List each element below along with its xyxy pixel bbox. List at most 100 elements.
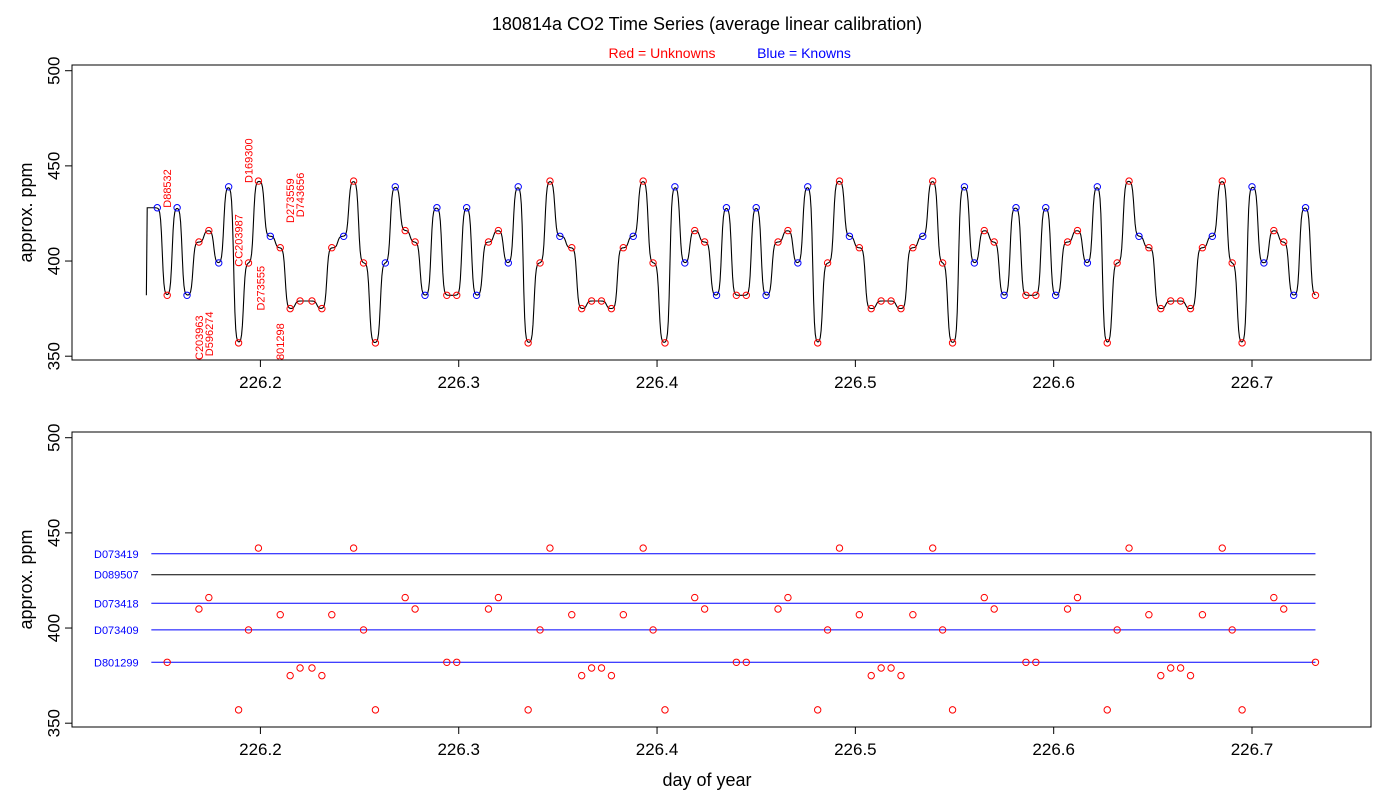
plot-frame [71,64,1372,361]
unknown-point [494,593,503,602]
unknown-point [1145,244,1153,252]
unknown-point [1073,593,1082,602]
unknown-point [1103,706,1111,714]
reference-line-label: D801299 [94,657,139,669]
unknown-point [990,238,998,246]
unknown-point [276,611,284,619]
unknown-point [1022,658,1030,666]
unknown-point [234,339,243,347]
unknown-point [1157,671,1165,680]
unknown-point [1218,544,1226,552]
unknown-point [587,664,596,672]
y-tick-label: 450 [44,152,63,180]
x-tick-label: 226.2 [239,740,282,759]
sample-annotation: D273559 [285,178,297,223]
unknown-point [371,339,380,347]
unknown-point [990,605,998,613]
unknown-point [1270,226,1278,235]
unknown-point [1125,177,1133,185]
unknown-point [349,544,358,552]
known-point [1248,183,1256,191]
unknown-point [568,244,576,252]
unknown-point [276,244,284,252]
plot-frame [71,431,1372,728]
unknown-point [813,706,822,714]
unknown-point [244,626,253,634]
unknown-point [205,593,213,602]
unknown-point [897,304,905,313]
x-tick-label: 226.3 [437,373,480,392]
unknown-point [1311,291,1320,299]
legend-unknowns: Red = Unknowns [608,45,715,61]
unknown-point [1238,339,1246,347]
unknown-point [1157,304,1165,313]
unknown-point [691,226,699,235]
known-point [266,232,275,240]
known-point [1083,259,1092,267]
reference-line-label: D073419 [94,549,139,561]
unknown-point [823,626,832,634]
unknown-point [308,297,316,305]
unknown-point [1032,291,1040,299]
known-point [1042,204,1050,212]
unknown-point [536,259,544,267]
unknown-point [607,671,616,680]
unknown-point [254,177,263,185]
unknown-point [1228,259,1236,267]
known-point [752,204,760,212]
sample-annotation: D743656 [295,173,307,218]
known-point [804,183,812,191]
unknown-point [597,664,606,672]
known-point [514,183,522,191]
reference-line-label: D089507 [94,570,139,582]
unknown-point [577,304,586,313]
known-point [153,204,161,212]
known-point [173,204,181,212]
unknown-point [1073,226,1082,235]
unknown-point [1145,611,1153,619]
known-point [472,291,481,299]
unknown-point [401,593,409,602]
unknown-point [205,226,213,235]
unknown-point [1176,297,1185,305]
unknown-point [1280,238,1288,246]
unknown-point [649,626,657,634]
unknown-point [546,544,554,552]
known-point [970,259,979,267]
unknown-point [296,664,304,672]
unknown-point [163,291,171,299]
known-point [1301,204,1310,212]
unknown-point [661,706,669,714]
unknown-point [1063,238,1072,246]
unknown-point [700,605,709,613]
unknown-point [296,297,304,305]
unknown-point [823,259,832,267]
unknown-point [1063,605,1072,613]
known-point [339,232,348,240]
unknown-point [411,605,419,613]
sample-annotation: D596274 [204,312,216,357]
known-point [183,291,191,299]
unknown-point [254,544,263,552]
x-tick-label: 226.2 [239,373,282,392]
known-point [845,232,854,240]
y-tick-label: 400 [44,247,63,275]
unknown-point [359,259,368,267]
unknown-point [938,626,947,634]
unknown-point [568,611,576,619]
co2-trace-line [145,180,1316,344]
unknown-point [649,259,657,267]
unknown-point [524,339,532,347]
unknown-point [1186,304,1195,313]
figure-title: 180814a CO2 Time Series (average linear … [492,14,922,34]
known-point [433,204,441,212]
unknown-point [286,671,294,680]
unknown-point [286,304,294,313]
unknown-point [732,658,741,666]
x-tick-label: 226.4 [636,373,679,392]
sample-annotation: D88532 [162,169,174,208]
known-point [1000,291,1008,299]
unknown-point [411,238,419,246]
unknown-point [359,626,368,634]
y-tick-label: 350 [44,709,63,737]
